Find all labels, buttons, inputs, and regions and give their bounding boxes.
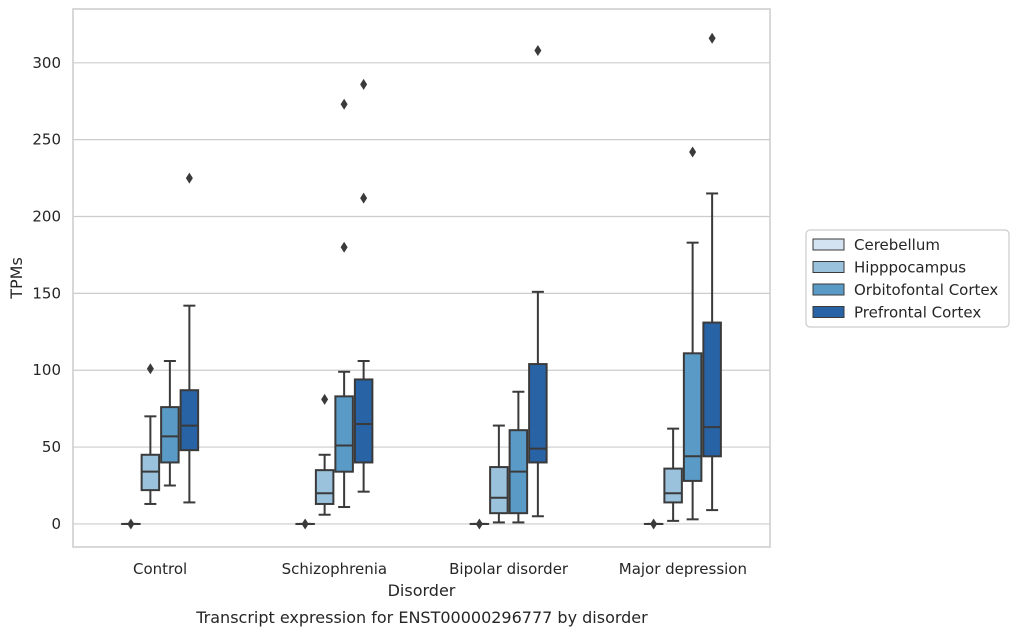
box-iqr xyxy=(160,406,180,464)
box-iqr xyxy=(702,321,722,458)
y-tick-label: 300 xyxy=(32,54,61,72)
legend-swatch xyxy=(812,283,845,296)
flier-point xyxy=(708,32,716,44)
y-axis-label: TPMs xyxy=(7,257,26,300)
box-prefrontal-cortex xyxy=(702,32,722,512)
box-prefrontal-cortex xyxy=(528,45,548,518)
box-cerebellum xyxy=(121,518,141,530)
y-tick-label: 100 xyxy=(32,361,61,379)
box-iqr xyxy=(353,378,374,464)
box-iqr xyxy=(489,466,509,515)
box-cerebellum xyxy=(295,518,315,530)
x-axis-label: Disorder xyxy=(388,581,456,600)
box-hipppocampus xyxy=(489,424,509,524)
box-iqr xyxy=(179,389,200,452)
flier-point xyxy=(185,172,193,184)
legend-entry-label: Prefrontal Cortex xyxy=(854,304,981,322)
flier-point xyxy=(650,518,658,530)
y-tick-label: 250 xyxy=(32,131,61,149)
box-iqr xyxy=(682,352,703,482)
flier-point xyxy=(534,45,542,57)
flier-point xyxy=(360,192,368,204)
x-tick-labels: Control Schizophrenia Bipolar disorder Majo… xyxy=(133,560,747,578)
box-orbitofontal-cortex xyxy=(682,146,703,521)
legend: Cerebellum Hipppocampus Orbitofontal Corte… xyxy=(805,229,1010,328)
flier-point xyxy=(340,241,348,253)
flier-point xyxy=(127,518,135,530)
box-orbitofontal-cortex xyxy=(334,98,354,509)
box-cerebellum xyxy=(643,518,664,530)
legend-swatch xyxy=(812,306,845,318)
legend-swatch xyxy=(812,261,845,273)
flier-point xyxy=(360,78,368,90)
plot-frame xyxy=(72,8,771,548)
x-tick-label: Schizophrenia xyxy=(282,560,387,578)
x-tick-label: Major depression xyxy=(619,560,747,578)
box-iqr xyxy=(314,469,335,505)
legend-entry-label: Cerebellum xyxy=(854,236,940,254)
flier-point xyxy=(146,363,154,375)
flier-point xyxy=(321,393,329,405)
box-cerebellum xyxy=(469,518,490,530)
legend-swatch xyxy=(812,238,845,251)
box-iqr xyxy=(663,467,683,504)
y-tick-label: 50 xyxy=(42,438,61,456)
box-hipppocampus xyxy=(140,363,161,505)
box-prefrontal-cortex xyxy=(179,172,200,504)
box-iqr xyxy=(528,363,548,464)
flier-point xyxy=(301,518,309,530)
box-orbitofontal-cortex xyxy=(160,360,180,487)
legend-entry-label: Orbitofontal Cortex xyxy=(854,281,998,299)
y-tick-label: 200 xyxy=(32,208,61,226)
legend-entry-label: Hipppocampus xyxy=(854,259,966,277)
flier-point xyxy=(340,98,348,110)
box-iqr xyxy=(334,395,354,473)
y-tick-labels: 0 50 100 150 200 250 300 xyxy=(32,54,61,533)
box-prefrontal-cortex xyxy=(353,78,374,493)
x-tick-label: Bipolar disorder xyxy=(449,560,569,578)
y-tick-label: 0 xyxy=(51,515,61,533)
box-groups xyxy=(121,32,722,530)
flier-point xyxy=(689,146,697,158)
flier-point xyxy=(475,518,483,530)
x-tick-label: Control xyxy=(133,560,187,578)
box-orbitofontal-cortex xyxy=(508,390,529,524)
chart-caption: Transcript expression for ENST0000029677… xyxy=(195,608,648,627)
legend-frame xyxy=(805,229,1010,328)
box-hipppocampus xyxy=(663,427,683,522)
y-tick-label: 150 xyxy=(32,284,61,302)
box-hipppocampus xyxy=(314,393,335,516)
